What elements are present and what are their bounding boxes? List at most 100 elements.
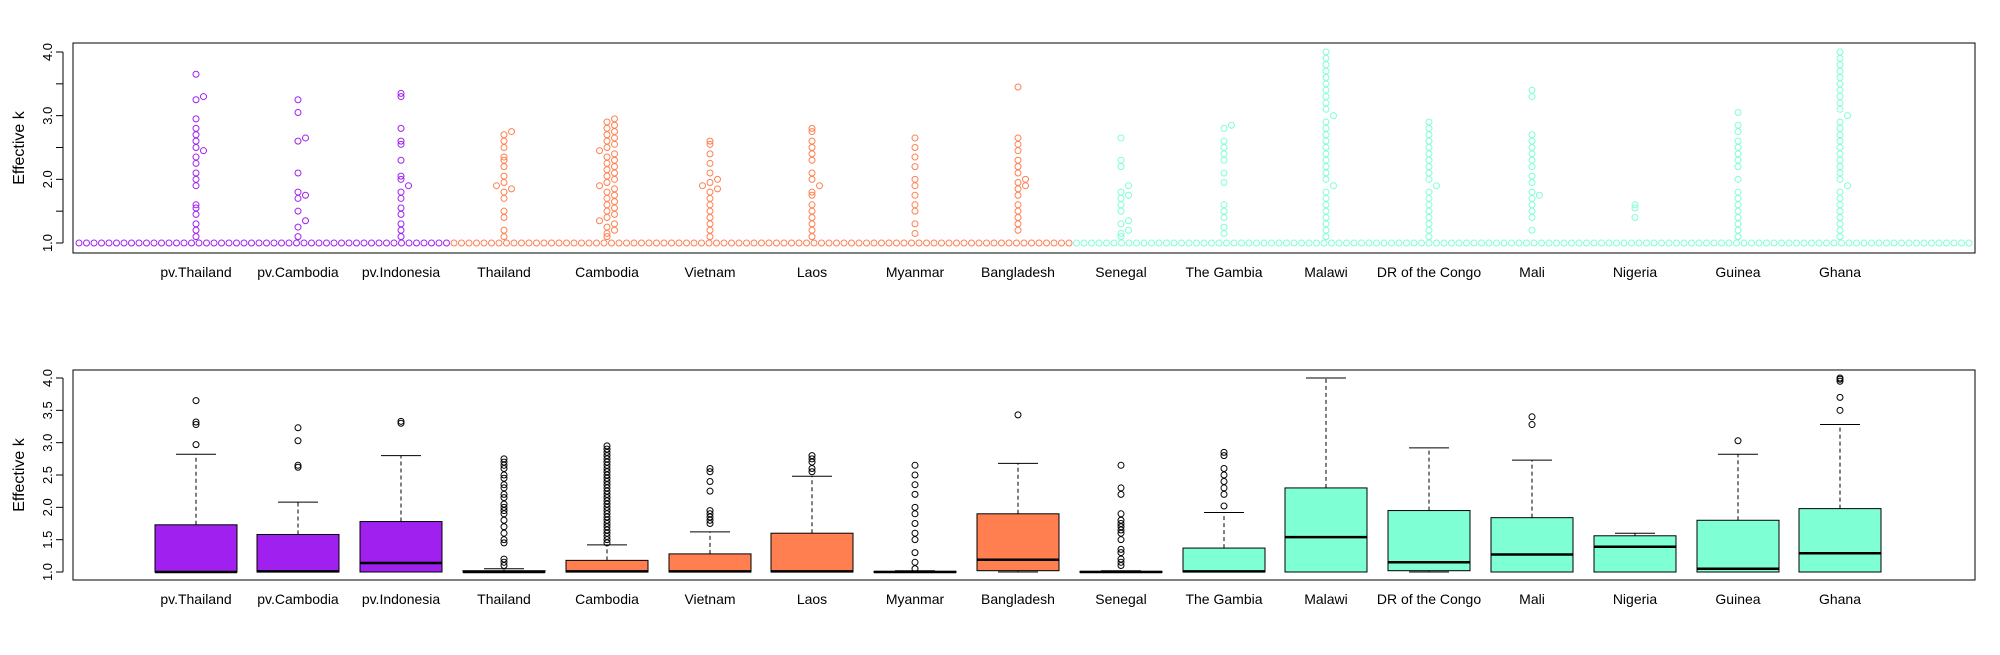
panel1-baseline-point bbox=[788, 239, 795, 247]
panel1-point-vietnam bbox=[706, 159, 714, 167]
panel1-point-vietnam bbox=[706, 201, 714, 209]
panel1-point-ghana bbox=[1836, 61, 1844, 69]
panel1-baseline-point bbox=[210, 239, 218, 247]
panel1-point-the-gambia bbox=[1220, 214, 1228, 222]
panel1-baseline-point bbox=[1710, 239, 1718, 247]
panel1-point-malawi bbox=[1322, 80, 1330, 88]
panel1-baseline-point bbox=[1590, 239, 1598, 247]
panel1-point-myanmar bbox=[911, 182, 919, 190]
panel1-point-pv-indonesia bbox=[397, 188, 405, 196]
panel1-baseline-point bbox=[638, 239, 645, 247]
panel1-baseline-point bbox=[1035, 239, 1043, 247]
panel1-baseline-point bbox=[1875, 239, 1883, 247]
panel1-point-nigeria bbox=[1631, 204, 1639, 212]
panel2-outlier-laos bbox=[808, 455, 816, 463]
panel1-x-tick-label-senegal: Senegal bbox=[1095, 264, 1146, 280]
panel1-baseline-point bbox=[623, 239, 630, 247]
panel1-baseline-point bbox=[1388, 239, 1395, 247]
panel2-box-nigeria bbox=[1593, 535, 1677, 573]
panel1-point-myanmar bbox=[911, 201, 919, 209]
panel1-baseline-point bbox=[1403, 239, 1410, 247]
panel2-outlier-the-gambia bbox=[1220, 471, 1228, 479]
panel1-baseline-point bbox=[1110, 239, 1118, 247]
panel1-point-myanmar bbox=[911, 175, 919, 183]
panel1-baseline-point bbox=[1950, 239, 1958, 247]
panel1-point-bangladesh bbox=[1014, 134, 1022, 142]
panel1-baseline-point bbox=[1883, 239, 1890, 247]
panel1-point-malawi bbox=[1322, 233, 1330, 241]
panel1-point-laos bbox=[808, 156, 816, 164]
panel1-point-senegal bbox=[1117, 163, 1125, 171]
panel1-point-myanmar bbox=[911, 229, 919, 237]
panel1-baseline-point bbox=[1703, 239, 1710, 247]
panel1-baseline-point bbox=[1928, 239, 1935, 247]
panel1-point-senegal bbox=[1125, 217, 1132, 225]
panel1-baseline-point bbox=[1530, 239, 1538, 247]
panel1-point-thailand bbox=[500, 194, 508, 202]
panel1-x-tick-label-dr-of-the-congo: DR of the Congo bbox=[1377, 264, 1481, 280]
panel1-point-dr-of-the-congo bbox=[1425, 131, 1433, 139]
panel1-point-laos bbox=[808, 233, 816, 241]
panel1-point-thailand bbox=[500, 144, 508, 151]
panel1-baseline-point bbox=[488, 239, 495, 247]
panel1-point-bangladesh bbox=[1014, 207, 1022, 215]
panel1-point-thailand bbox=[500, 137, 508, 145]
panel1-point-malawi bbox=[1322, 175, 1330, 183]
panel1-point-laos bbox=[808, 124, 816, 132]
panel1-point-senegal bbox=[1125, 226, 1132, 234]
panel1-point-ghana bbox=[1836, 105, 1844, 113]
panel1-point-malawi bbox=[1330, 112, 1337, 120]
panel1-point-dr-of-the-congo bbox=[1425, 226, 1433, 234]
panel1-baseline-point bbox=[1133, 239, 1140, 247]
panel1-baseline-point bbox=[1095, 239, 1103, 247]
panel1-point-malawi bbox=[1322, 99, 1330, 107]
panel1-baseline-point bbox=[1935, 239, 1943, 247]
panel1-baseline-point bbox=[1628, 239, 1635, 247]
panel1-point-ghana bbox=[1836, 124, 1844, 132]
panel1-baseline-point bbox=[923, 239, 930, 247]
panel1-baseline-point bbox=[548, 239, 555, 247]
panel2-outlier-vietnam bbox=[706, 477, 714, 485]
panel1-baseline-point bbox=[248, 239, 255, 247]
panel1-point-mali bbox=[1528, 188, 1536, 196]
panel1-baseline-point bbox=[593, 239, 600, 247]
panel1-point-mali bbox=[1528, 172, 1536, 180]
panel1-point-bangladesh bbox=[1022, 175, 1029, 183]
panel1-baseline-point bbox=[1005, 239, 1013, 247]
panel1-x-tick-label-bangladesh: Bangladesh bbox=[981, 264, 1055, 280]
panel1-point-malawi bbox=[1322, 226, 1330, 234]
panel1-baseline-point bbox=[323, 239, 330, 247]
panel1-baseline-point bbox=[1635, 239, 1643, 247]
panel1-point-thailand bbox=[508, 185, 515, 193]
panel2-outlier-myanmar bbox=[911, 520, 919, 527]
panel2-outlier-the-gambia bbox=[1220, 448, 1228, 456]
panel1-point-bangladesh bbox=[1014, 83, 1022, 91]
panel1-point-senegal bbox=[1117, 156, 1125, 164]
panel2-outlier-myanmar bbox=[911, 549, 919, 557]
panel2-outlier-senegal bbox=[1117, 536, 1125, 544]
panel1-point-pv-cambodia bbox=[302, 134, 309, 142]
panel1-point-malawi bbox=[1322, 73, 1330, 81]
panel1-point-vietnam bbox=[699, 182, 706, 190]
panel1-point-mali bbox=[1528, 144, 1536, 151]
panel1-baseline-point bbox=[158, 239, 165, 247]
panel1-baseline-point bbox=[1815, 239, 1823, 247]
panel1-baseline-point bbox=[900, 239, 908, 247]
panel1-point-bangladesh bbox=[1014, 147, 1022, 155]
panel1-point-guinea bbox=[1734, 226, 1742, 234]
panel1-baseline-point bbox=[1800, 239, 1808, 247]
panel1-point-laos bbox=[808, 214, 816, 222]
panel2-outlier-thailand bbox=[500, 503, 508, 511]
panel2-x-tick-label-nigeria: Nigeria bbox=[1613, 591, 1658, 607]
panel2-x-tick-label-ghana: Ghana bbox=[1819, 591, 1861, 607]
panel1-point-myanmar bbox=[911, 134, 919, 142]
panel1-point-dr-of-the-congo bbox=[1425, 169, 1433, 177]
panel2-outlier-cambodia bbox=[603, 445, 611, 453]
panel1-point-mali bbox=[1528, 214, 1536, 222]
panel1-point-senegal bbox=[1117, 194, 1125, 202]
panel1-point-vietnam bbox=[706, 169, 714, 177]
panel1-baseline-point bbox=[360, 239, 368, 247]
panel1-point-ghana bbox=[1836, 169, 1844, 177]
panel1-baseline-point bbox=[1763, 239, 1770, 247]
